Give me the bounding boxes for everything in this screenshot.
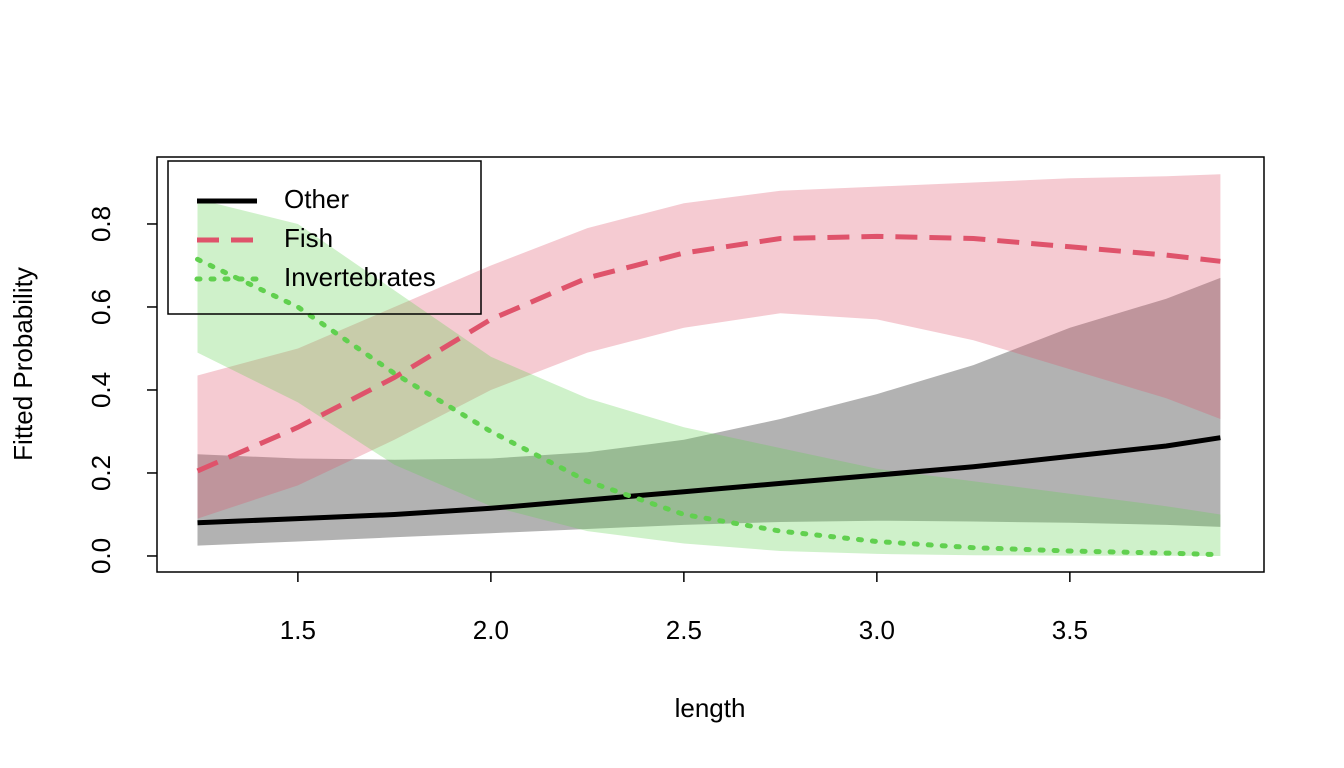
x-tick-label: 3.0 [859,615,895,645]
legend-box [167,160,482,315]
confidence-band [197,174,1221,519]
x-tick-label: 3.5 [1052,615,1088,645]
confidence-band [197,199,1221,556]
y-tick-label: 0.4 [86,372,116,408]
legend-label: Invertebrates [284,262,436,292]
legend: Other Fish Invertebrates [167,160,482,315]
x-tick-label: 2.0 [473,615,509,645]
series-line [196,233,1221,474]
legend-label: Other [284,184,349,214]
series-line [197,435,1221,526]
x-tick-label: 2.5 [666,615,702,645]
plot-frame [156,156,1265,573]
series-line [195,256,1223,558]
x-axis-label: length [675,693,746,723]
legend-label: Fish [284,223,333,253]
y-tick-label: 0.0 [86,538,116,574]
x-tick-label: 1.5 [280,615,316,645]
y-axis-label: Fitted Probability [8,267,38,461]
y-tick-label: 0.6 [86,289,116,325]
confidence-band [197,277,1221,546]
y-tick-label: 0.2 [86,455,116,491]
y-tick-label: 0.8 [86,206,116,242]
